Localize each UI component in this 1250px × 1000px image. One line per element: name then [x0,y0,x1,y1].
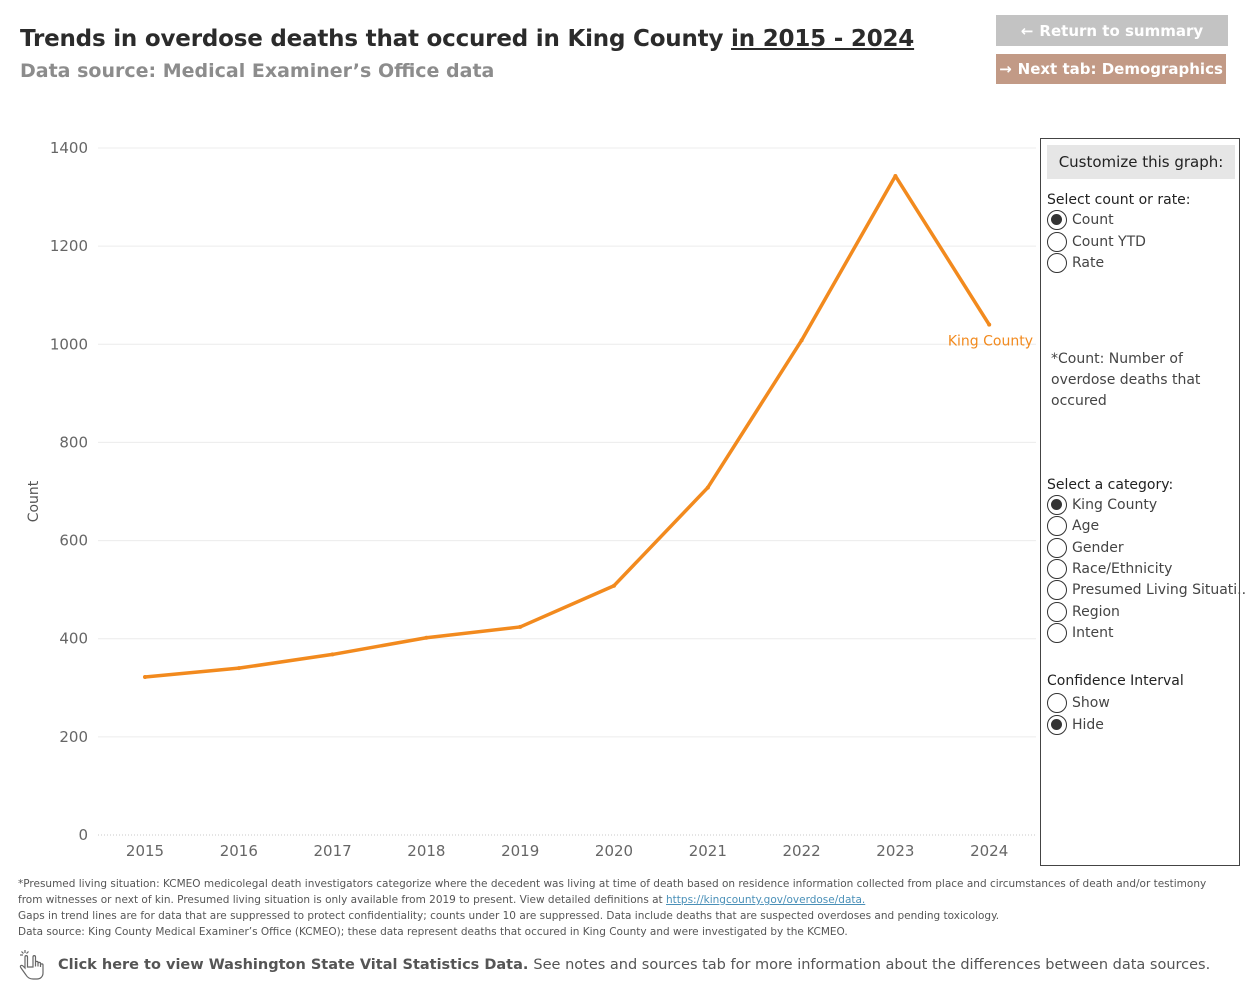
count-rate-label: Select count or rate: [1047,192,1191,208]
overdose-data-link[interactable]: https://kingcounty.gov/overdose/data. [666,894,866,906]
radio-label: Intent [1072,624,1114,641]
category-option-age[interactable]: Age [1047,516,1100,537]
x-tick-label: 2018 [407,842,445,860]
radio-label: Count [1072,212,1114,228]
x-tick-label: 2015 [126,842,164,860]
title-main: Trends in overdose deaths that occured i… [20,26,732,52]
category-option-race-ethnicity[interactable]: Race/Ethnicity [1047,558,1173,579]
next-tab-demographics-button[interactable]: → Next tab: Demographics [996,54,1226,84]
chart-gridlines [98,147,1036,836]
page-title: Trends in overdose deaths that occured i… [20,26,914,52]
y-tick-label: 1200 [50,237,88,255]
x-tick-label: 2020 [595,842,633,860]
category-label: Select a category: [1047,477,1174,493]
radio-label: Show [1072,695,1110,711]
customize-panel: Customize this graph: Select count or ra… [1040,138,1246,866]
x-tick-label: 2024 [970,842,1008,860]
arrow-right-icon: → [999,60,1012,78]
count-definition-note: *Count: Number of overdose deaths that o… [1051,351,1201,409]
footnote-data-source: Data source: King County Medical Examine… [18,926,848,938]
radio-selected-icon[interactable] [1047,210,1067,230]
data-point[interactable] [236,666,241,671]
page-subtitle: Data source: Medical Examiner’s Office d… [20,60,495,82]
radio-label: Race/Ethnicity [1072,560,1173,577]
ci-option-show[interactable]: Show [1047,693,1110,713]
radio-label: Age [1072,518,1100,535]
category-option-king-county[interactable]: King County [1047,495,1157,515]
y-axis-label: Count [26,480,42,522]
chart-series[interactable]: King County [143,173,1033,679]
x-tick-label: 2017 [314,842,352,860]
pointing-hand-icon [19,950,44,980]
radio-label: Gender [1072,539,1124,556]
data-point[interactable] [705,485,710,490]
data-point[interactable] [424,635,429,640]
data-point[interactable] [893,173,898,178]
data-point[interactable] [330,652,335,657]
customize-heading: Customize this graph: [1047,145,1235,179]
x-tick-label: 2021 [689,842,727,860]
ci-option-hide[interactable]: Hide [1047,714,1104,735]
count-rate-option-count-ytd[interactable]: Count YTD [1047,231,1146,252]
y-tick-label: 1000 [50,335,88,353]
data-point[interactable] [987,322,992,327]
y-tick-label: 800 [59,433,88,451]
x-axis-ticks: 2015 2016 2017 2018 2019 2020 2021 2022 2023 2024 [126,842,1008,860]
radio-label: King County [1072,497,1158,513]
vital-statistics-link[interactable]: Click here to view Washington State Vita… [18,948,1210,982]
radio-unselected-icon[interactable] [1047,558,1067,579]
vital-statistics-note: See notes and sources tab for more infor… [533,957,1211,973]
data-point[interactable] [612,583,616,588]
radio-unselected-icon[interactable] [1047,253,1067,273]
footnote-gaps: Gaps in trend lines are for data that ar… [18,910,1000,922]
title-range: in 2015 - 2024 [731,26,915,52]
radio-unselected-icon[interactable] [1047,516,1067,537]
y-tick-label: 600 [59,532,88,550]
radio-label: Count YTD [1072,233,1146,250]
radio-label: Hide [1072,716,1104,733]
radio-unselected-icon[interactable] [1047,693,1067,713]
category-option-gender[interactable]: Gender [1047,537,1124,558]
radio-selected-icon[interactable] [1047,495,1067,515]
count-rate-option-count[interactable]: Count [1047,210,1114,230]
data-point[interactable] [143,674,147,679]
radio-unselected-icon[interactable] [1047,537,1067,558]
y-axis-ticks: 0 200 400 600 800 1000 1200 1400 [50,139,88,844]
radio-unselected-icon[interactable] [1047,622,1067,643]
data-point[interactable] [518,624,523,629]
category-option-region[interactable]: Region [1047,601,1120,622]
return-to-summary-label: Return to summary [1039,21,1204,40]
x-tick-label: 2022 [783,842,821,860]
footnotes: *Presumed living situation: KCMEO medico… [18,876,1233,940]
next-tab-label: Next tab: Demographics [1017,60,1223,78]
series-label: King County [948,334,1033,350]
series-line-king-county[interactable] [143,174,991,679]
x-tick-label: 2019 [501,842,539,860]
category-option-intent[interactable]: Intent [1047,622,1114,643]
x-tick-label: 2016 [220,842,258,860]
data-point[interactable] [799,338,804,343]
y-tick-label: 400 [59,630,88,648]
arrow-left-icon: ← [1020,21,1034,40]
radio-unselected-icon[interactable] [1047,231,1067,252]
y-tick-label: 0 [78,826,88,844]
radio-label: Rate [1072,255,1105,271]
radio-label: Presumed Living Situati.. [1072,582,1247,599]
footnote-living-situation: *Presumed living situation: KCMEO medico… [18,876,1233,908]
radio-selected-icon[interactable] [1047,714,1067,735]
y-tick-label: 1400 [50,139,88,157]
category-option-presumed-living-situati[interactable]: Presumed Living Situati.. [1047,580,1247,601]
count-rate-option-rate[interactable]: Rate [1047,253,1104,273]
vital-statistics-link-text[interactable]: Click here to view Washington State Vita… [58,957,529,973]
radio-unselected-icon[interactable] [1047,580,1067,601]
footnote-line-1: *Presumed living situation: KCMEO medico… [18,878,1207,906]
y-tick-label: 200 [59,728,88,746]
return-to-summary-button[interactable]: ← Return to summary [996,15,1228,46]
confidence-interval-label: Confidence Interval [1047,673,1184,689]
x-tick-label: 2023 [876,842,914,860]
radio-label: Region [1072,603,1120,620]
radio-unselected-icon[interactable] [1047,601,1067,622]
